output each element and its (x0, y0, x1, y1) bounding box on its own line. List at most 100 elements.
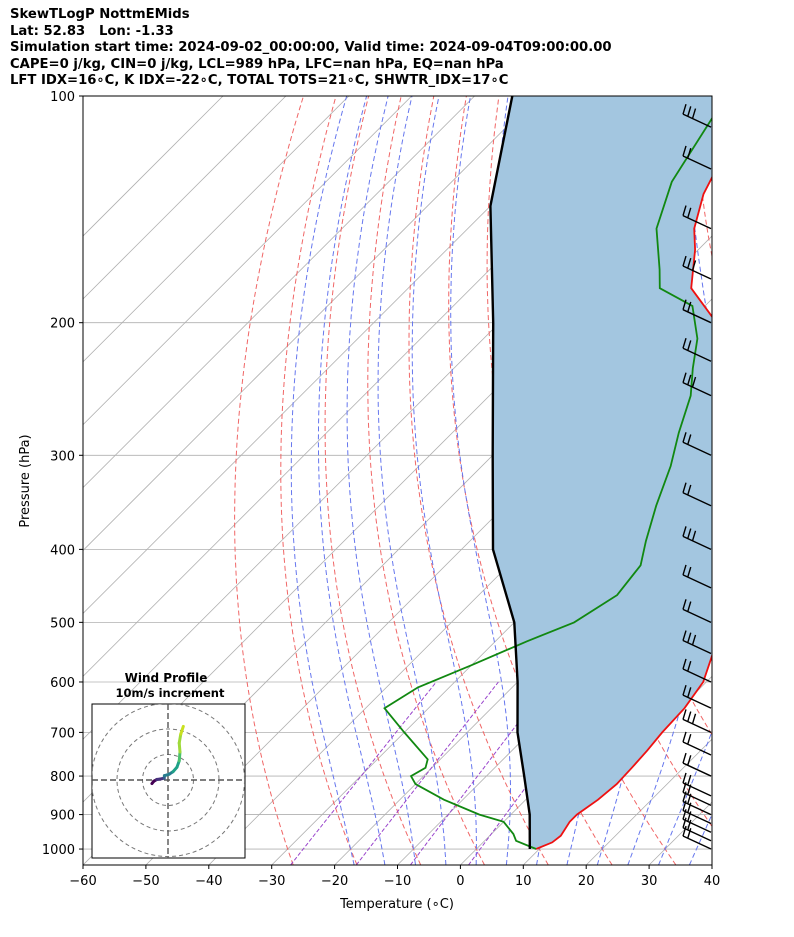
barb-feather (687, 774, 692, 786)
series-layer (383, 96, 712, 850)
moist-adiabat (317, 96, 386, 865)
x-tick-label: −10 (384, 874, 411, 889)
x-tick-label: 30 (641, 874, 658, 889)
barb-feather (682, 731, 687, 743)
isotherm-line (83, 96, 350, 363)
barb-feather (687, 733, 692, 745)
isotherm-line (775, 96, 794, 865)
x-tick-label: −60 (69, 874, 96, 889)
wind-barbs (682, 103, 712, 850)
x-tick-label: −20 (321, 874, 348, 889)
barb-feather (682, 825, 687, 837)
wind-barb (682, 772, 712, 797)
axis-ticks: −60 −50 −40 −30 −20 −10 0 10 20 30 40 1000 900 800 700… (42, 90, 720, 889)
barb-feather (687, 528, 692, 539)
barb-feather (687, 434, 692, 445)
moist-adiabat (627, 96, 712, 865)
barb-feather (682, 658, 687, 670)
y-tick-label: 800 (50, 770, 75, 785)
dry-adiabat (367, 96, 485, 865)
barb-feather (682, 205, 687, 216)
wind-barb (682, 526, 712, 551)
barb-feather (682, 772, 687, 784)
barb-feather (682, 255, 687, 267)
wind-barb (682, 564, 712, 589)
x-tick-label: 40 (704, 874, 721, 889)
barb-feather (682, 709, 687, 720)
y-axis-label: Pressure (hPa) (18, 434, 33, 527)
wind-barb (682, 482, 712, 507)
barb-feather (682, 338, 687, 349)
barb-feather (687, 340, 692, 351)
barb-feather (691, 260, 697, 271)
barb-feather (682, 526, 687, 537)
mixing-ratio-line (355, 681, 499, 865)
moist-adiabat (290, 96, 355, 865)
wind-barb (682, 684, 712, 709)
wind-barb (682, 103, 712, 128)
parcel-line (489, 96, 531, 850)
mixing-ratio-line (290, 681, 437, 865)
barb-feather (682, 145, 687, 157)
barb-feather (687, 687, 692, 698)
cape-line: CAPE=0 j/kg, CIN=0 j/kg, LCL=989 hPa, LF… (10, 56, 504, 72)
barb-feather (687, 106, 692, 117)
x-axis-label: Temperature (∘C) (339, 897, 454, 912)
barb-feather (691, 108, 697, 119)
x-tick-label: 20 (578, 874, 595, 889)
moist-adiabat (377, 96, 447, 865)
inset-content (92, 704, 245, 858)
moist-adiabat (658, 730, 712, 865)
barb-feather (682, 817, 687, 828)
wind-barb (682, 299, 712, 324)
y-tick-label: 200 (50, 317, 75, 332)
y-tick-label: 500 (50, 616, 75, 631)
wind-barb (682, 752, 712, 777)
barb-feather (682, 299, 687, 310)
location-line: Lat: 52.83 Lon: -1.33 (10, 23, 174, 39)
barb-feather (687, 811, 692, 822)
wind-barb (682, 658, 712, 683)
barb-feather (691, 634, 697, 646)
wind-barb (682, 709, 712, 734)
barb-feather (687, 601, 692, 612)
isotherm-line (83, 96, 475, 489)
cin-shading (490, 96, 712, 849)
chart-title-block: SkewTLogP NottmEMids Lat: 52.83 Lon: -1.… (10, 7, 612, 90)
index-line: LFT IDX=16∘C, K IDX=-22∘C, TOTAL TOTS=21… (10, 73, 509, 89)
wind-barb (682, 599, 712, 623)
x-tick-label: 0 (456, 874, 464, 889)
barb-feather (687, 711, 692, 722)
wind-barb (682, 205, 712, 230)
moist-adiabat (720, 96, 794, 865)
temperature-line (535, 175, 712, 850)
x-tick-label: −30 (258, 874, 285, 889)
barb-feather (687, 207, 692, 219)
wind-barb (682, 731, 712, 756)
barb-feather (691, 530, 697, 541)
y-tick-label: 400 (50, 543, 75, 558)
x-tick-label: −50 (132, 874, 159, 889)
wind-barb (682, 372, 712, 397)
x-tick-label: 10 (515, 874, 532, 889)
isotherm-line (83, 96, 412, 426)
barb-feather (687, 660, 692, 672)
barb-feather (682, 372, 687, 383)
barb-feather (687, 819, 692, 831)
dry-adiabat (760, 96, 794, 865)
dry-adiabat (280, 96, 358, 865)
barb-feather (687, 484, 692, 496)
barb-feather (682, 432, 687, 443)
barb-feather (687, 632, 692, 643)
barb-feather (687, 755, 692, 766)
wind-barb (682, 825, 712, 850)
barb-feather (687, 374, 692, 386)
isotherm-line (334, 487, 712, 865)
hodograph-segment (177, 732, 183, 745)
barb-feather (682, 630, 687, 641)
barb-feather (682, 103, 687, 115)
y-tick-label: 100 (50, 90, 75, 105)
chart-title: SkewTLogP NottmEMids (10, 7, 190, 22)
isotherm-line (83, 96, 224, 237)
y-tick-label: 300 (50, 449, 75, 464)
